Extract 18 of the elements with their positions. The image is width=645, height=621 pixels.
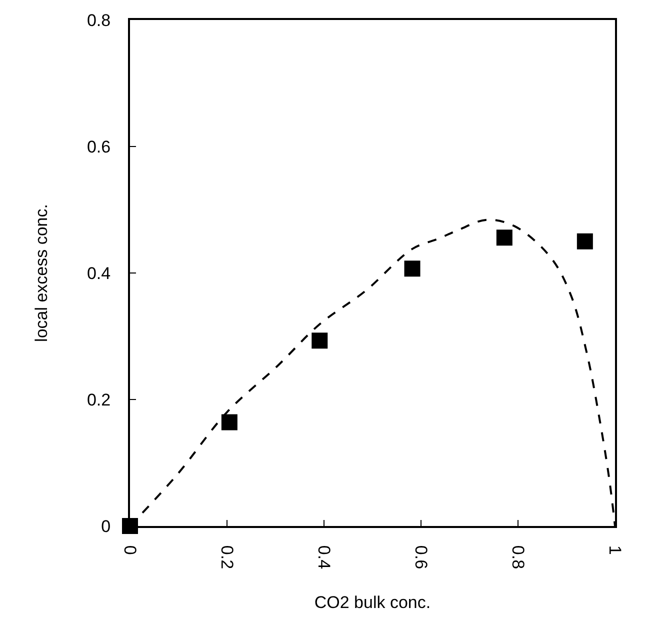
y-tick-label: 0 bbox=[101, 516, 111, 536]
x-tick-label: 0.8 bbox=[508, 545, 528, 570]
x-tick-label: 1 bbox=[605, 545, 624, 555]
point bbox=[404, 260, 420, 277]
x-tick-label: 0.2 bbox=[217, 545, 236, 570]
y-tick-label: 0.2 bbox=[86, 390, 111, 410]
point bbox=[576, 233, 593, 250]
x-tick-label: 0.4 bbox=[314, 545, 334, 570]
x-axis-title: CO2 bulk conc. bbox=[314, 592, 431, 612]
y-axis-title: local excess conc. bbox=[32, 204, 52, 342]
point bbox=[312, 332, 328, 349]
y-tick-label: 0.8 bbox=[86, 10, 111, 30]
y-tick-label: 0.6 bbox=[86, 137, 111, 156]
point bbox=[221, 414, 238, 430]
point bbox=[496, 230, 512, 246]
x-tick-label: 0.6 bbox=[411, 545, 430, 570]
x-tick-label: 0 bbox=[120, 545, 140, 555]
y-tick-label: 0.4 bbox=[86, 264, 111, 283]
